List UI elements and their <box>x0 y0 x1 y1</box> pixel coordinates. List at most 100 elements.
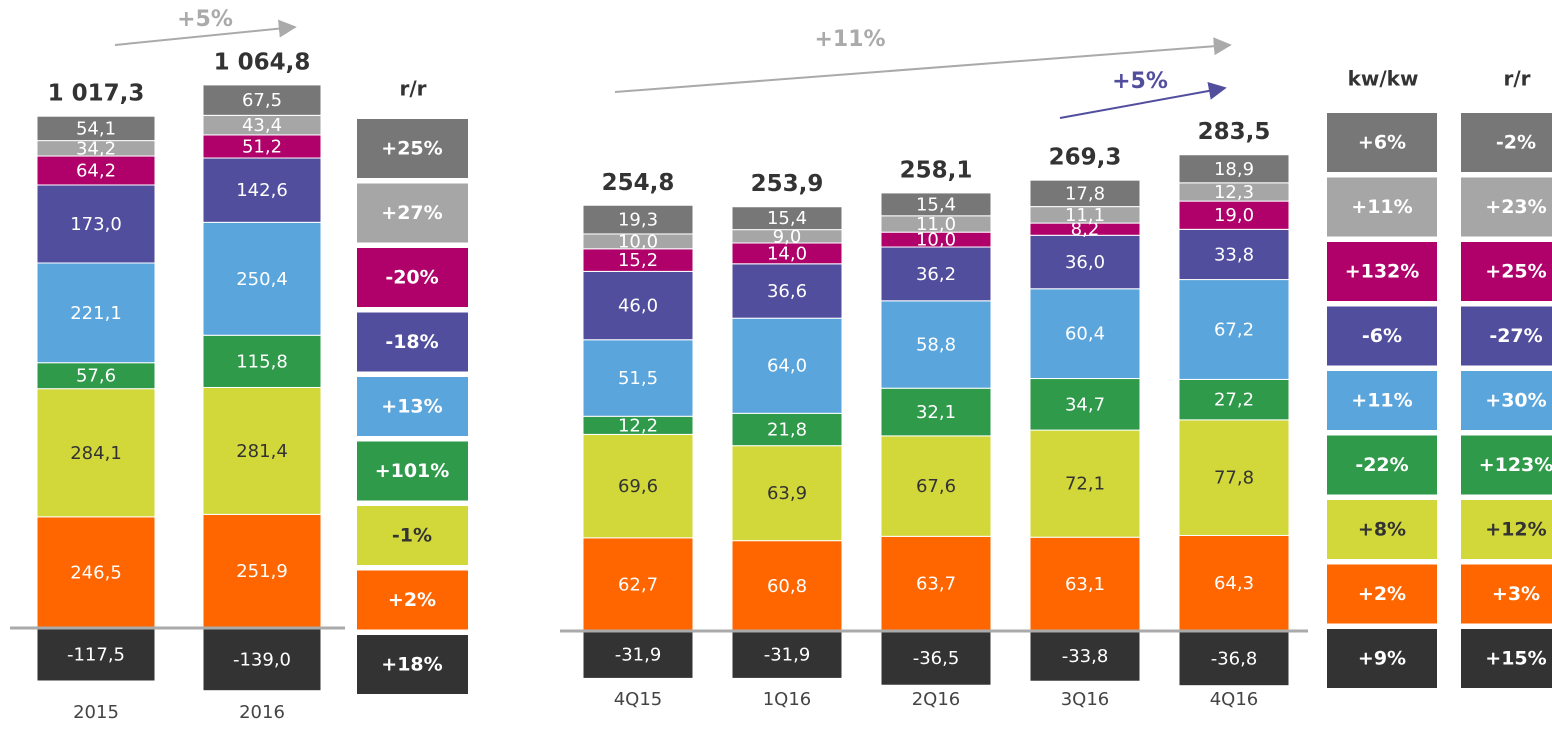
value-label: 19,0 <box>1214 205 1254 226</box>
bar-segment <box>202 386 322 515</box>
bar-segment <box>582 339 694 417</box>
bar-segment <box>1029 429 1141 538</box>
bar-segment <box>1178 630 1290 687</box>
value-label: 142,6 <box>236 180 288 201</box>
bar-segment <box>36 262 156 364</box>
value-label: 173,0 <box>70 214 122 235</box>
total-label: 269,3 <box>1049 145 1122 171</box>
change-box <box>1327 435 1437 495</box>
bar-segment <box>36 155 156 186</box>
bar-segment <box>1029 179 1141 208</box>
bar-segment <box>202 157 322 223</box>
value-label: 54,1 <box>76 118 116 139</box>
bar-segment <box>1178 279 1290 380</box>
value-label: 58,8 <box>916 334 956 355</box>
value-label: 115,8 <box>236 351 288 372</box>
change-box <box>1461 177 1552 237</box>
bar-segment <box>1029 378 1141 431</box>
change-label: +12% <box>1485 519 1546 541</box>
bar-segment <box>202 627 322 692</box>
value-label: 64,2 <box>76 161 116 182</box>
bar-segment <box>1178 534 1290 632</box>
value-label: 32,1 <box>916 402 956 423</box>
change-box <box>1461 629 1552 688</box>
total-label: 258,1 <box>900 157 973 183</box>
change-box <box>357 119 468 178</box>
change-label: +8% <box>1358 519 1406 541</box>
value-label: 46,0 <box>618 296 658 317</box>
change-label: -22% <box>1355 454 1408 476</box>
change-label: +13% <box>381 396 442 418</box>
value-label: 72,1 <box>1065 474 1105 495</box>
change-box <box>1327 564 1437 624</box>
value-label: 10,0 <box>618 231 658 252</box>
bar-segment <box>202 221 322 336</box>
value-label: 12,2 <box>618 415 658 436</box>
change-label: +3% <box>1492 583 1540 605</box>
value-label: 60,8 <box>767 576 807 597</box>
x-tick-label: 2015 <box>73 702 119 723</box>
change-label: +15% <box>1485 648 1546 670</box>
change-label: +18% <box>381 654 442 676</box>
change-box <box>1461 371 1552 430</box>
change-label: +25% <box>381 138 442 160</box>
change-label: -20% <box>385 267 438 289</box>
bar-segment <box>202 334 322 388</box>
bar-segment <box>880 435 992 537</box>
bar-segment <box>731 263 843 319</box>
change-label: +11% <box>1351 390 1412 412</box>
value-label: 34,2 <box>76 138 116 159</box>
bar-segment <box>731 630 843 679</box>
x-tick-label: 4Q16 <box>1210 689 1259 710</box>
value-label: 15,4 <box>916 194 956 215</box>
change-label: +25% <box>1485 261 1546 283</box>
total-label: 1 064,8 <box>214 49 311 75</box>
value-label: 19,3 <box>618 210 658 231</box>
value-label: -139,0 <box>233 649 291 670</box>
growth-arrow <box>114 19 297 46</box>
change-label: +23% <box>1485 196 1546 218</box>
growth-arrow <box>1059 82 1227 119</box>
value-label: 64,3 <box>1214 573 1254 594</box>
change-box <box>1327 242 1437 301</box>
value-label: 14,0 <box>767 243 807 264</box>
change-box <box>1327 629 1437 688</box>
value-label: 251,9 <box>236 561 288 582</box>
x-tick-label: 2016 <box>239 702 285 723</box>
value-label: 67,6 <box>916 476 956 497</box>
value-label: 17,8 <box>1065 183 1105 204</box>
bar-segment <box>202 84 322 116</box>
change-label: +2% <box>1358 583 1406 605</box>
change-label: -27% <box>1489 325 1542 347</box>
value-label: 51,5 <box>618 368 658 389</box>
column-title: r/r <box>399 77 426 101</box>
value-label: 284,1 <box>70 443 122 464</box>
value-label: 57,6 <box>76 366 116 387</box>
value-label: 51,2 <box>242 136 282 157</box>
value-label: 9,0 <box>773 226 802 247</box>
bar-segment <box>1178 419 1290 536</box>
change-label: -6% <box>1362 325 1402 347</box>
bar-segment <box>36 115 156 142</box>
value-label: 12,3 <box>1214 182 1254 203</box>
bar-segment <box>731 317 843 414</box>
bar-segment <box>582 537 694 632</box>
change-label: +9% <box>1358 648 1406 670</box>
change-label: +123% <box>1479 454 1552 476</box>
bar-segment <box>202 513 322 629</box>
value-label: 11,1 <box>1065 205 1105 226</box>
change-label: -2% <box>1496 132 1536 154</box>
change-box <box>1461 113 1552 172</box>
change-box <box>1461 435 1552 495</box>
value-label: 10,0 <box>916 230 956 251</box>
value-label: 221,1 <box>70 303 122 324</box>
value-label: 15,4 <box>767 208 807 229</box>
growth-arrow <box>614 37 1232 93</box>
change-box <box>1327 177 1437 237</box>
value-label: 33,8 <box>1214 244 1254 265</box>
value-label: 36,0 <box>1065 252 1105 273</box>
bar-segment <box>36 627 156 682</box>
bar-segment <box>731 412 843 447</box>
change-box <box>357 312 468 372</box>
